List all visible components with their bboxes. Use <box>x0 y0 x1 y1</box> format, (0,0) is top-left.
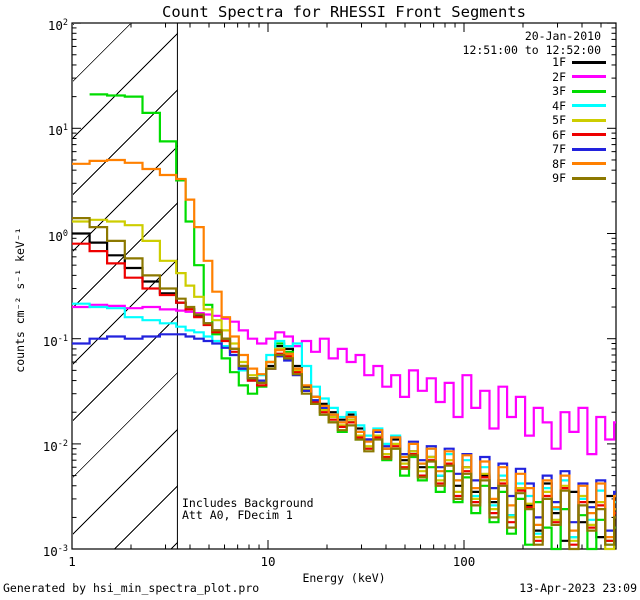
legend-entry-1f: 1F <box>552 55 566 69</box>
x-tick-label: 100 <box>452 554 476 569</box>
annotation: Includes Background Att A0, FDecim 1 <box>182 496 314 522</box>
legend-date: 20-Jan-2010 <box>524 29 601 43</box>
footer-generator-text: Generated by hsi_min_spectra_plot.pro <box>3 581 260 595</box>
legend-time-range: 12:51:00 to 12:52:00 <box>462 43 601 57</box>
annotation-background-note: Includes Background <box>182 496 314 510</box>
series-8f <box>72 158 616 539</box>
legend-entry-6f: 6F <box>552 127 566 142</box>
y-tick-label: 10-2 <box>42 438 68 455</box>
y-tick-label: 10-1 <box>42 333 68 349</box>
legend-swatch-8f <box>572 162 606 165</box>
legend-swatch-3f <box>572 89 606 93</box>
footer-timestamp: 13-Apr-2023 23:09 <box>519 581 637 595</box>
y-tick-label: 102 <box>47 18 68 34</box>
series-2f <box>72 303 616 456</box>
legend-swatch-6f <box>572 133 606 136</box>
y-tick-label: 100 <box>47 228 68 244</box>
annotation-attenuator-note: Att A0, FDecim 1 <box>182 507 293 522</box>
legend-entry-7f: 7F <box>552 142 566 156</box>
legend-entry-9f: 9F <box>552 171 566 185</box>
legend-entry-3f: 3F <box>552 84 566 98</box>
plot-title: Count Spectra for RHESSI Front Segments <box>162 3 526 21</box>
x-tick-label: 1 <box>68 554 76 569</box>
series-3f <box>89 93 616 551</box>
y-tick-label: 10-3 <box>42 544 68 560</box>
y-axis-label: counts cm⁻² s⁻¹ keV⁻¹ <box>13 227 27 373</box>
legend-swatch-1f <box>572 60 606 64</box>
legend-swatch-7f <box>572 147 606 151</box>
legend-entry-8f: 8F <box>552 156 566 171</box>
legend-swatch-5f <box>572 118 606 122</box>
legend-entry-5f: 5F <box>552 113 566 127</box>
x-axis-label: Energy (keV) <box>302 571 386 585</box>
legend-entry-4f: 4F <box>552 98 566 113</box>
legend-entry-2f: 2F <box>552 69 566 84</box>
x-tick-label: 10 <box>260 554 276 569</box>
series-9f <box>72 217 616 551</box>
legend-swatch-9f <box>572 176 606 180</box>
y-tick-label: 101 <box>47 123 68 139</box>
legend-swatch-2f <box>572 75 606 78</box>
legend-swatch-4f <box>572 104 606 107</box>
